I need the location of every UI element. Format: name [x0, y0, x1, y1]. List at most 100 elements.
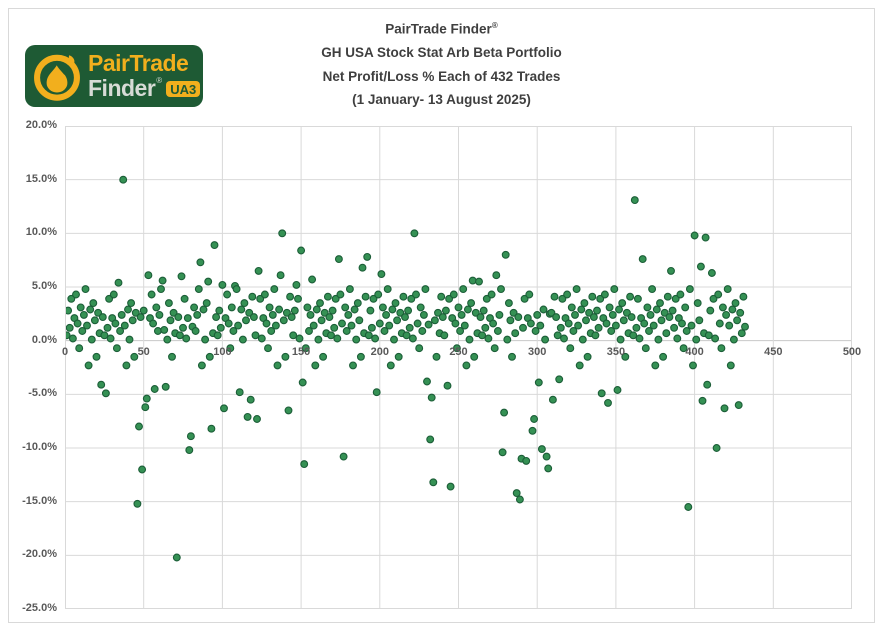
data-point: [141, 403, 150, 412]
data-point: [597, 389, 606, 398]
data-point: [627, 313, 636, 322]
data-point: [86, 305, 95, 314]
data-point: [668, 306, 677, 315]
y-tick-label: -20.0%: [22, 548, 57, 561]
data-point: [541, 335, 550, 344]
data-point: [378, 303, 387, 312]
data-point: [528, 426, 537, 435]
data-point: [281, 352, 290, 361]
data-point: [330, 323, 339, 332]
data-point: [667, 266, 675, 275]
data-point: [339, 452, 348, 461]
data-point: [213, 331, 222, 340]
data-point: [421, 285, 430, 294]
data-point: [366, 306, 375, 315]
scatter-svg: [62, 125, 853, 610]
data-point: [314, 335, 323, 344]
data-point: [654, 335, 663, 344]
data-point: [725, 321, 734, 330]
data-point: [344, 310, 353, 319]
data-point: [396, 308, 405, 317]
data-point: [432, 352, 441, 361]
data-point: [84, 361, 93, 370]
data-point: [520, 294, 529, 303]
data-point: [600, 290, 609, 299]
chart-title: PairTrade Finder® GH USA Stock Stat Arb …: [9, 14, 874, 112]
data-point: [226, 344, 235, 353]
data-point: [130, 352, 139, 361]
data-point: [128, 316, 137, 325]
data-point: [645, 327, 653, 335]
chart-frame: PairTrade Finder ® UA3 PairTrade Finder®…: [8, 8, 875, 623]
data-point: [264, 344, 272, 353]
data-point: [100, 331, 109, 340]
data-point: [320, 308, 329, 317]
data-point: [638, 255, 647, 264]
data-point: [618, 299, 627, 308]
data-point: [391, 299, 400, 308]
data-point: [355, 316, 364, 325]
data-point: [197, 361, 206, 370]
plot-border: [65, 126, 852, 609]
data-point: [684, 503, 693, 511]
data-point: [693, 299, 702, 308]
data-point: [689, 361, 697, 370]
data-point: [489, 319, 498, 328]
data-point: [380, 327, 389, 335]
data-point: [572, 285, 581, 294]
data-point: [633, 294, 642, 303]
data-point: [471, 308, 480, 317]
pear-icon: [34, 54, 80, 101]
data-point: [671, 294, 680, 303]
data-point: [673, 334, 682, 343]
data-point: [369, 294, 378, 303]
data-point: [161, 382, 170, 391]
data-point: [678, 319, 686, 328]
data-point: [681, 303, 690, 312]
data-point: [260, 290, 269, 299]
data-point: [257, 334, 266, 343]
data-point: [490, 344, 499, 353]
data-point: [571, 310, 579, 319]
data-point: [728, 305, 737, 314]
data-point: [157, 285, 165, 294]
data-point: [253, 415, 261, 423]
data-point: [703, 380, 712, 389]
data-point: [676, 290, 685, 299]
data-point: [163, 335, 172, 344]
data-point: [580, 299, 589, 308]
data-point: [704, 331, 713, 340]
data-point: [183, 314, 192, 323]
data-point: [526, 319, 535, 328]
data-point: [242, 316, 250, 325]
data-point: [438, 313, 447, 322]
data-point: [424, 320, 433, 329]
data-point: [138, 465, 147, 474]
data-point: [319, 352, 328, 361]
data-point: [662, 329, 671, 338]
data-point: [94, 308, 103, 317]
data-point: [237, 305, 246, 314]
data-point: [377, 270, 386, 279]
data-point: [122, 361, 131, 370]
data-point: [103, 323, 112, 332]
data-point: [478, 331, 487, 340]
data-point: [515, 495, 524, 504]
data-point: [714, 290, 723, 299]
data-point: [67, 294, 76, 303]
data-point: [500, 408, 509, 417]
data-point: [578, 335, 587, 344]
y-tick-label: -5.0%: [28, 387, 57, 400]
data-point: [149, 319, 158, 328]
data-point: [284, 406, 293, 415]
data-point: [323, 292, 332, 301]
data-point: [692, 335, 701, 344]
data-point: [574, 321, 583, 330]
data-point: [267, 327, 276, 335]
data-point: [497, 285, 505, 294]
data-point: [328, 306, 337, 315]
data-point: [467, 299, 476, 308]
data-point: [591, 331, 600, 340]
data-point: [364, 331, 373, 340]
data-point: [445, 294, 454, 303]
